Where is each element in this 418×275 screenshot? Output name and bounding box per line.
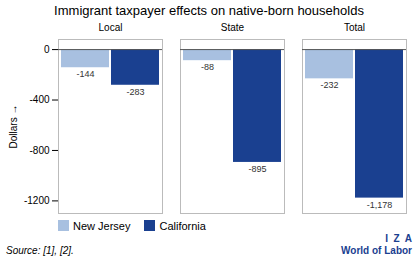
svg-text:0: 0 — [44, 44, 50, 55]
html-text:I Z A World of Labor: I Z A World of Labor — [341, 233, 412, 256]
svg-text:Dollars →: Dollars → — [8, 105, 19, 149]
html-text:Immigrant taxpayer effects on: Immigrant taxpayer effects on native-bor… — [54, 3, 364, 18]
svg-text:Local: Local — [99, 22, 123, 33]
svg-text:-88: -88 — [201, 62, 214, 72]
svg-text:-283: -283 — [126, 87, 144, 97]
svg-text:-800: -800 — [29, 145, 49, 156]
html-text:Source: [1], [2].: Source: [1], [2]. — [6, 245, 74, 256]
svg-text:-400: -400 — [29, 94, 49, 105]
svg-text:-144: -144 — [76, 69, 94, 79]
html-text:New Jersey: New Jersey — [73, 220, 131, 232]
svg-text:-1,178: -1,178 — [367, 200, 393, 210]
html-text:California: California — [159, 220, 206, 232]
svg-text:State: State — [221, 22, 245, 33]
svg-text:-1200: -1200 — [24, 195, 50, 206]
svg-text:-232: -232 — [320, 80, 338, 90]
svg-text:Total: Total — [344, 22, 365, 33]
svg-text:-895: -895 — [248, 164, 266, 174]
